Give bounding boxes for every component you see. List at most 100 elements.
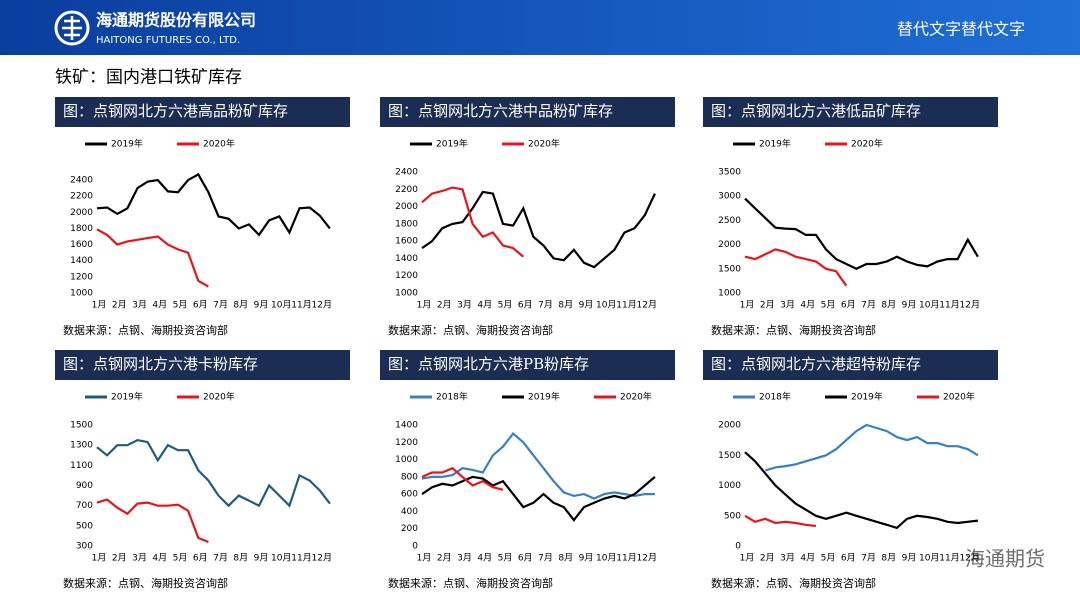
y-tick-label: 3500 <box>718 168 741 178</box>
panel-title-bar <box>380 97 675 127</box>
x-tick-label: 3月 <box>780 553 795 564</box>
x-tick-label: 9月 <box>579 553 594 564</box>
legend-label: 2019年 <box>436 138 468 150</box>
y-tick-label: 1100 <box>70 461 93 471</box>
y-tick-label: 600 <box>401 490 418 500</box>
panel-title-bar <box>55 350 350 380</box>
x-tick-label: 1月 <box>92 553 107 564</box>
panel-title-bar <box>55 97 350 127</box>
series-line <box>96 228 209 288</box>
x-tick-label: 7月 <box>861 300 876 311</box>
x-tick-label: 6月 <box>841 300 856 311</box>
x-tick-label: 5月 <box>498 300 513 311</box>
y-tick-label: 2200 <box>70 192 93 202</box>
x-tick-label: 7月 <box>213 300 228 311</box>
series-line <box>421 475 656 522</box>
x-tick-label: 3月 <box>132 553 147 564</box>
panel-title: 图：点钢网北方六港超特粉库存 <box>711 355 921 373</box>
legend-label: 2019年 <box>528 391 560 403</box>
x-tick-label: 8月 <box>881 300 896 311</box>
y-tick-label: 1600 <box>395 237 418 247</box>
series-line <box>421 186 525 258</box>
x-tick-label: 4月 <box>800 553 815 564</box>
y-tick-label: 1000 <box>70 289 93 299</box>
series-line <box>744 514 817 528</box>
legend-label: 2018年 <box>436 391 468 403</box>
series-line <box>744 451 979 530</box>
x-tick-label: 4月 <box>152 553 167 564</box>
x-tick-label: 8月 <box>558 553 573 564</box>
header-bar <box>0 0 1080 55</box>
y-tick-label: 2000 <box>718 240 741 250</box>
x-tick-label: 8月 <box>558 300 573 311</box>
legend-label: 2020年 <box>203 391 235 403</box>
x-tick-label: 10月 <box>596 300 616 311</box>
x-tick-label: 9月 <box>579 300 594 311</box>
series-line <box>744 197 979 271</box>
panel-title: 图：点钢网北方六港低品矿库存 <box>711 102 921 120</box>
logo-mark <box>62 16 82 40</box>
header-right-text: 替代文字替代文字 <box>897 20 1025 39</box>
panel-title: 图：点钢网北方六港PB粉库存 <box>388 355 589 373</box>
series-line <box>421 466 504 491</box>
x-tick-label: 2月 <box>437 553 452 564</box>
x-tick-label: 7月 <box>861 553 876 564</box>
x-tick-label: 3月 <box>780 300 795 311</box>
y-tick-label: 0 <box>412 542 418 552</box>
x-tick-label: 10月 <box>596 553 616 564</box>
panel-source: 数据来源：点钢、海期投资咨询部 <box>63 323 228 337</box>
legend-label: 2019年 <box>111 391 143 403</box>
legend-label: 2019年 <box>851 391 883 403</box>
section-title: 铁矿：国内港口铁矿库存 <box>55 68 242 88</box>
y-tick-label: 300 <box>76 542 93 552</box>
x-tick-label: 1月 <box>740 553 755 564</box>
x-tick-label: 6月 <box>518 300 533 311</box>
y-tick-label: 400 <box>401 507 418 517</box>
panel-title-bar <box>380 350 675 380</box>
x-tick-label: 11月 <box>291 553 311 564</box>
x-tick-label: 8月 <box>881 553 896 564</box>
x-tick-label: 11月 <box>291 300 311 311</box>
y-tick-label: 1400 <box>395 421 418 431</box>
x-tick-label: 6月 <box>518 553 533 564</box>
x-tick-label: 4月 <box>152 300 167 311</box>
panel-title: 图：点钢网北方六港卡粉库存 <box>63 355 258 373</box>
y-tick-label: 1500 <box>718 451 741 461</box>
y-tick-label: 700 <box>76 501 93 511</box>
watermark: 海通期货 <box>965 547 1045 571</box>
x-tick-label: 12月 <box>312 553 332 564</box>
x-tick-label: 1月 <box>740 300 755 311</box>
series-line <box>764 423 979 472</box>
y-tick-label: 1300 <box>70 441 93 451</box>
x-tick-label: 12月 <box>960 553 980 564</box>
x-tick-label: 10月 <box>271 553 291 564</box>
x-tick-label: 3月 <box>457 553 472 564</box>
company-en: HAITONG FUTURES CO., LTD. <box>96 35 240 46</box>
legend-label: 2020年 <box>943 391 975 403</box>
x-tick-label: 5月 <box>821 300 836 311</box>
x-tick-label: 2月 <box>112 553 127 564</box>
x-tick-label: 8月 <box>233 553 248 564</box>
x-tick-label: 11月 <box>939 300 959 311</box>
y-tick-label: 2000 <box>70 208 93 218</box>
x-tick-label: 9月 <box>902 300 917 311</box>
y-tick-label: 1400 <box>70 256 93 266</box>
x-tick-label: 10月 <box>919 553 939 564</box>
y-tick-label: 0 <box>735 542 741 552</box>
y-tick-label: 2400 <box>70 176 93 186</box>
y-tick-label: 1000 <box>395 455 418 465</box>
x-tick-label: 12月 <box>637 553 657 564</box>
panel-source: 数据来源：点钢、海期投资咨询部 <box>711 323 876 337</box>
x-tick-label: 1月 <box>417 553 432 564</box>
legend-label: 2019年 <box>111 138 143 150</box>
x-tick-label: 11月 <box>616 300 636 311</box>
x-tick-label: 11月 <box>939 553 959 564</box>
x-tick-label: 2月 <box>112 300 127 311</box>
x-tick-label: 3月 <box>132 300 147 311</box>
x-tick-label: 4月 <box>477 300 492 311</box>
series-line <box>421 432 655 500</box>
y-tick-label: 2200 <box>395 185 418 195</box>
panel-source: 数据来源：点钢、海期投资咨询部 <box>63 576 228 590</box>
y-tick-label: 500 <box>76 521 93 531</box>
x-tick-label: 6月 <box>841 553 856 564</box>
